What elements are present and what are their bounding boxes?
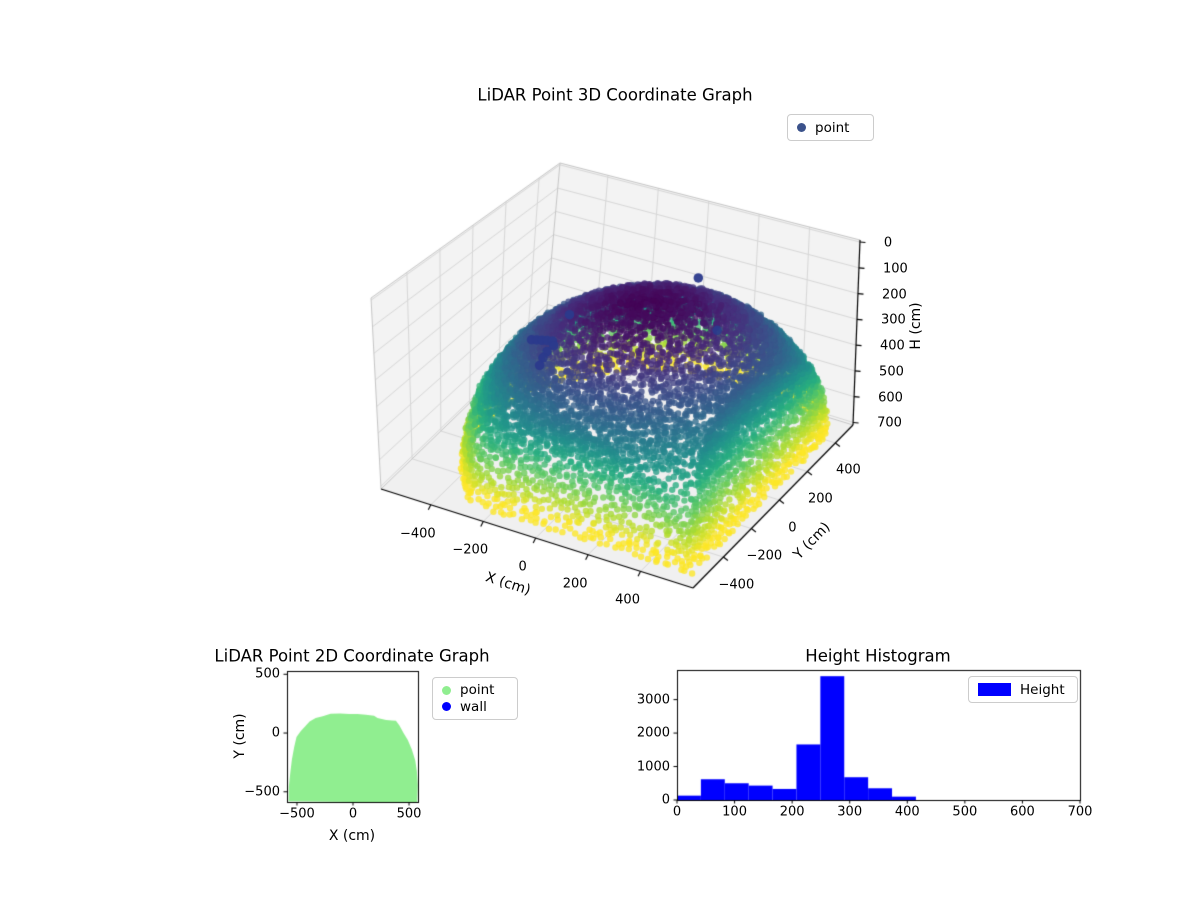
hist-legend-row-height: Height [978, 681, 1067, 698]
hist-legend: Height [968, 676, 1078, 703]
hist-legend-height-label: Height [1020, 681, 1065, 698]
plot2d-legend-wall-label: wall [460, 698, 487, 715]
plot3d-legend-row-point: point [797, 119, 863, 136]
plot3d-legend: point [787, 114, 874, 141]
plot2d-legend: point wall [432, 677, 518, 720]
wall-marker-icon [442, 702, 451, 712]
plot3d-legend-point-label: point [815, 119, 850, 136]
point-marker-icon [797, 123, 806, 132]
plot2d-legend-row-point: point [442, 682, 507, 699]
height-swatch-icon [978, 683, 1011, 696]
plot2d-legend-point-label: point [460, 682, 495, 699]
plot2d-legend-row-wall: wall [442, 699, 507, 716]
point-marker-icon [442, 685, 451, 695]
